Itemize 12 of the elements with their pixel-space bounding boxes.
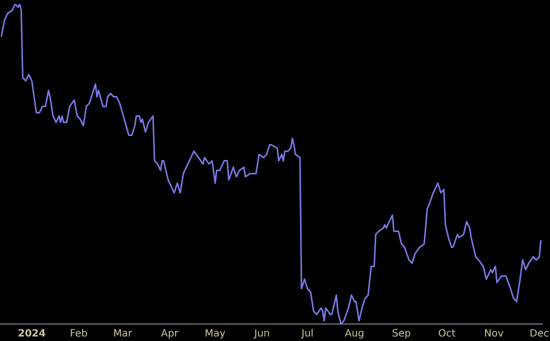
- x-tick-label: 2024: [18, 328, 46, 340]
- x-tick-label: Sep: [392, 328, 411, 340]
- x-tick-label: May: [204, 328, 226, 340]
- x-tick-label: Jul: [300, 328, 314, 340]
- x-tick-label: Mar: [113, 328, 134, 340]
- x-tick-label: Aug: [344, 328, 364, 340]
- x-tick-label: Jun: [253, 328, 270, 340]
- x-tick-label: Nov: [484, 328, 504, 340]
- x-tick-label: Apr: [161, 328, 180, 340]
- x-tick-label: Feb: [70, 328, 88, 340]
- x-tick-label: Dec: [530, 328, 550, 340]
- x-tick-label: Oct: [438, 328, 456, 340]
